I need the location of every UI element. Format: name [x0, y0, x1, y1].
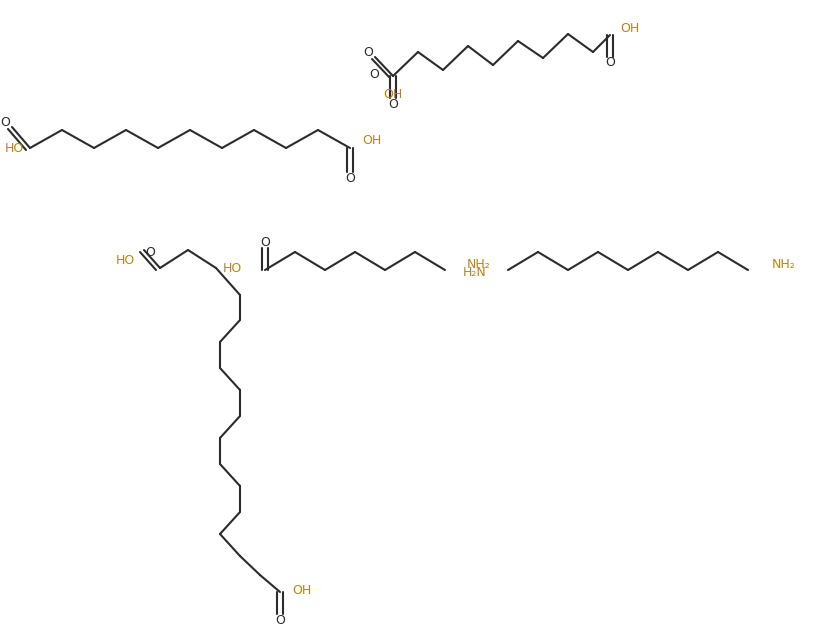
Text: NH₂: NH₂	[772, 258, 796, 271]
Text: OH: OH	[620, 22, 640, 34]
Text: HO: HO	[5, 142, 24, 154]
Text: O: O	[275, 613, 285, 627]
Text: O: O	[0, 116, 10, 128]
Text: NH₂: NH₂	[467, 258, 491, 271]
Text: O: O	[369, 69, 379, 81]
Text: O: O	[260, 236, 270, 248]
Text: HO: HO	[115, 253, 135, 267]
Text: O: O	[145, 246, 155, 258]
Text: HO: HO	[222, 262, 242, 274]
Text: O: O	[363, 46, 373, 58]
Text: OH: OH	[384, 88, 403, 100]
Text: O: O	[345, 171, 355, 185]
Text: H₂N: H₂N	[463, 265, 487, 279]
Text: OH: OH	[293, 584, 312, 596]
Text: OH: OH	[362, 133, 381, 147]
Text: O: O	[388, 98, 398, 110]
Text: O: O	[605, 57, 615, 69]
